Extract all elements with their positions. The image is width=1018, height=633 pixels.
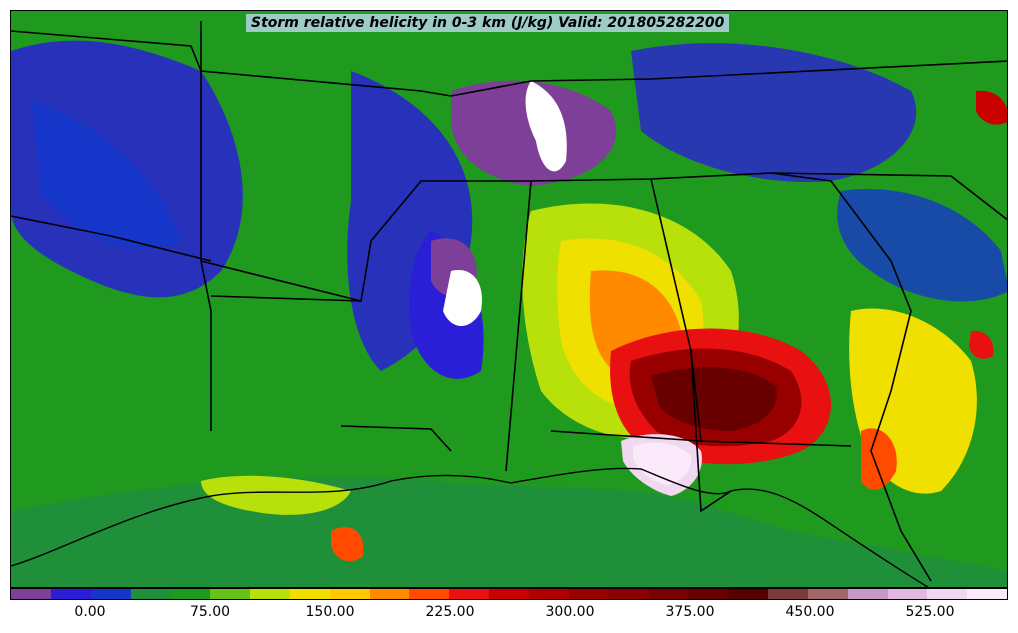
colorbar-segment xyxy=(170,589,211,599)
colorbar-segment xyxy=(648,589,689,599)
colorbar-segment xyxy=(489,589,529,599)
colorbar-segment xyxy=(608,589,649,599)
colorbar xyxy=(10,588,1008,600)
map-title: Storm relative helicity in 0-3 km (J/kg)… xyxy=(246,14,730,32)
colorbar-segment xyxy=(847,589,888,599)
colorbar-tick-label: 450.00 xyxy=(785,604,835,620)
colorbar-segment xyxy=(11,589,51,599)
colorbar-segment xyxy=(768,589,808,599)
colorbar-segment xyxy=(210,589,251,599)
colorbar-segment xyxy=(688,589,729,599)
colorbar-segment xyxy=(409,589,450,599)
colorbar-segment xyxy=(449,589,490,599)
colorbar-segment xyxy=(50,589,91,599)
colorbar-segment xyxy=(807,589,848,599)
colorbar-tick-label: 225.00 xyxy=(425,604,475,620)
colorbar-segment xyxy=(329,589,370,599)
colorbar-segment xyxy=(568,589,609,599)
colorbar-segment xyxy=(130,589,171,599)
colorbar-segment xyxy=(528,589,569,599)
colorbar-tick-label: 75.00 xyxy=(189,604,231,620)
colorbar-tick-label: 0.00 xyxy=(74,604,106,620)
colorbar-segment xyxy=(250,589,290,599)
colorbar-segment xyxy=(289,589,330,599)
colorbar-segment xyxy=(887,589,928,599)
helicity-map xyxy=(10,10,1008,588)
colorbar-segment xyxy=(90,589,131,599)
colorbar-segment xyxy=(728,589,769,599)
colorbar-tick-label: 375.00 xyxy=(665,604,715,620)
colorbar-segment xyxy=(369,589,410,599)
colorbar-tick-label: 300.00 xyxy=(545,604,595,620)
colorbar-segment xyxy=(927,589,968,599)
colorbar-segment xyxy=(967,589,1008,599)
map-canvas xyxy=(11,11,1007,587)
colorbar-tick-label: 525.00 xyxy=(905,604,955,620)
colorbar-tick-label: 150.00 xyxy=(305,604,355,620)
